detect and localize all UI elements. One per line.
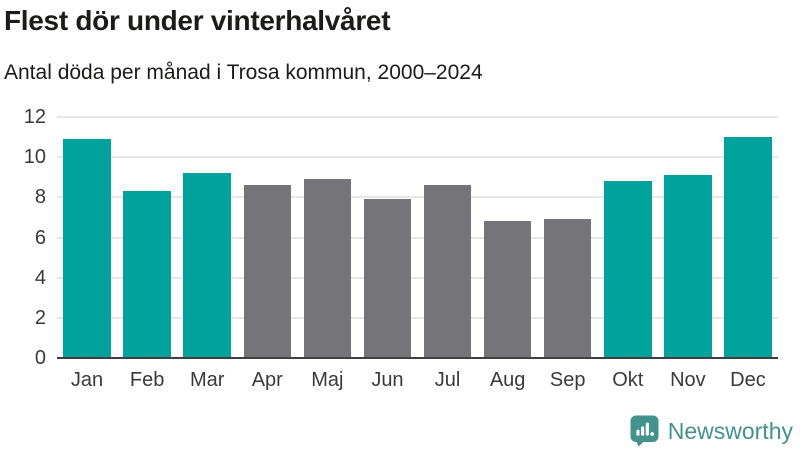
bar-okt[interactable] [604, 181, 652, 358]
chart-subtitle: Antal döda per månad i Trosa kommun, 200… [4, 61, 483, 84]
y-tick-label-8: 8 [34, 186, 46, 209]
bar-nov[interactable] [664, 175, 712, 358]
y-tick-label-12: 12 [23, 106, 46, 128]
x-tick-label-maj: Maj [311, 369, 344, 391]
newsworthy-wordmark: Newsworthy [667, 417, 793, 444]
bar-mar[interactable] [183, 173, 231, 358]
x-tick-label-aug: Aug [489, 369, 526, 391]
x-tick-label-feb: Feb [129, 369, 165, 391]
x-tick-label-sep: Sep [549, 369, 586, 391]
x-tick-label-dec: Dec [730, 369, 766, 391]
gridline-y-8 [57, 196, 778, 199]
bar-jan[interactable] [63, 139, 111, 358]
gridline-y-6 [57, 236, 778, 239]
x-axis-labels: Jan Feb Mar Apr Maj Jun Jul Aug Sep Okt Nov Dec [57, 366, 778, 394]
x-tick-label-jul: Jul [434, 369, 461, 391]
y-tick-label-4: 4 [34, 266, 46, 289]
x-tick-label-jan: Jan [70, 369, 104, 391]
bar-maj[interactable] [303, 179, 352, 358]
y-tick-label-2: 2 [34, 306, 46, 329]
x-tick-label-jun: Jun [371, 369, 404, 391]
x-tick-label-nov: Nov [670, 369, 706, 391]
bar-jul[interactable] [423, 185, 472, 358]
x-tick-label-apr: Apr [251, 369, 283, 391]
gridline-y-12 [57, 116, 778, 118]
y-axis-labels: 0 2 4 6 8 10 12 [0, 107, 46, 368]
bar-sep[interactable] [543, 219, 592, 358]
bar-apr[interactable] [243, 185, 292, 358]
newsworthy-icon [630, 415, 659, 447]
x-axis-line [57, 357, 778, 359]
gridline-y-10 [57, 156, 778, 159]
bar-dec[interactable] [724, 137, 772, 358]
plot-area [57, 116, 778, 358]
y-tick-label-6: 6 [34, 226, 46, 249]
gridline-y-2 [57, 316, 778, 319]
x-tick-label-mar: Mar [189, 369, 225, 391]
bar-feb[interactable] [123, 191, 171, 358]
bar-jun[interactable] [363, 199, 412, 358]
chart-title: Flest dör under vinterhalvåret [4, 5, 391, 36]
x-tick-label-okt: Okt [612, 369, 644, 391]
y-tick-label-0: 0 [34, 347, 46, 369]
newsworthy-logo[interactable]: Newsworthy [630, 415, 793, 447]
y-tick-label-10: 10 [23, 146, 46, 169]
gridline-y-4 [57, 276, 778, 279]
bar-aug[interactable] [483, 221, 532, 358]
